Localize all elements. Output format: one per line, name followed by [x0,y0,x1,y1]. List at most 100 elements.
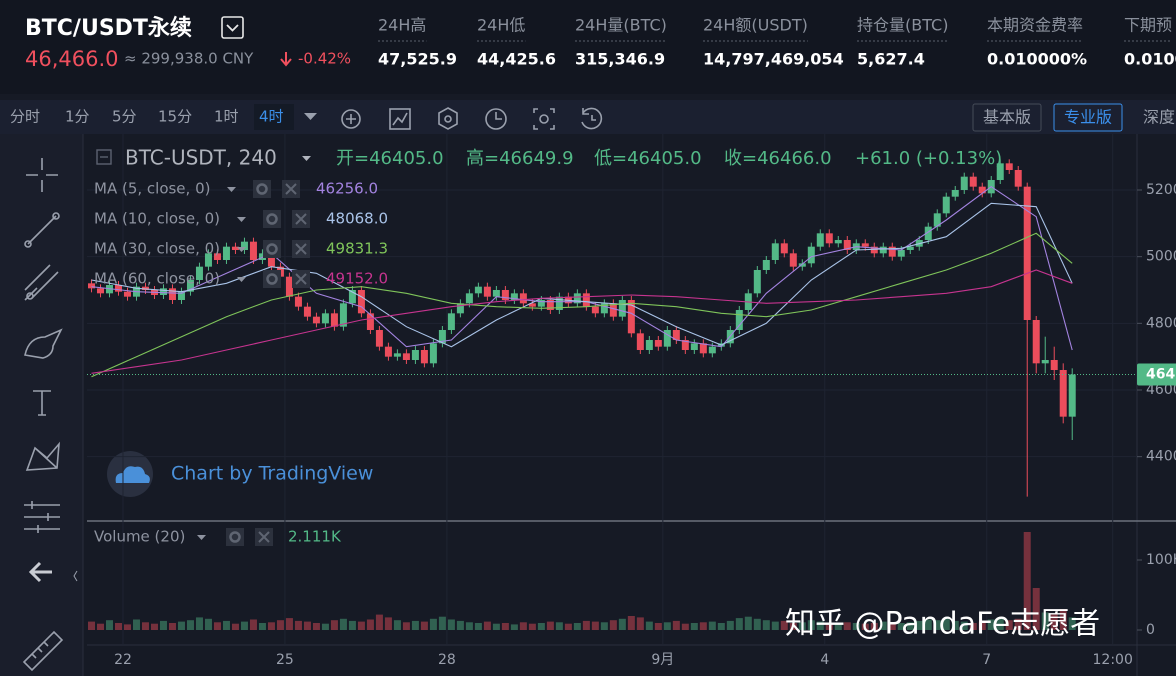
interval[interactable]: 1时 [214,108,239,126]
legend-gear[interactable] [229,531,241,543]
volume-bar [1014,618,1022,630]
legend-settings[interactable] [263,240,281,258]
volume-bar [933,620,941,630]
volume-bar [132,619,140,630]
candle-body [618,300,626,317]
volume-bar [519,622,527,630]
volume-bar [96,623,104,630]
candle-body [573,293,581,304]
ma-legend-value: 49831.3 [326,240,388,258]
candle-body [492,290,500,297]
candle-body [798,263,806,267]
volume-bar [618,618,626,630]
candle-body [636,333,644,350]
legend-settings[interactable] [253,180,271,198]
mode-button[interactable] [972,103,1042,132]
legend-close-x[interactable] [285,183,297,195]
legend-caret[interactable] [302,156,311,161]
volume-bar [213,622,221,630]
volume-bar [177,621,185,630]
candle-body [1032,320,1040,364]
mode[interactable]: 专业版 [1064,108,1112,127]
legend-caret[interactable] [237,277,246,282]
legend-ohlc: +61.0 (+0.13%) [855,148,1002,169]
volume-bar [681,623,689,630]
interval[interactable]: 1分 [65,108,90,126]
ma-legend-name: MA (60, close, 0) [94,270,220,288]
candle-body [699,343,707,354]
candle-body [321,313,329,324]
volume-bar [699,622,707,630]
volume-bar [996,617,1004,630]
legend-caret[interactable] [237,217,246,222]
mode-button[interactable] [1053,103,1123,132]
legend-ohlc: 开=46405.0 [336,148,444,169]
volume-bar [708,621,716,630]
volume-bar [429,618,437,630]
interval[interactable]: 5分 [112,108,137,126]
volume-bar [339,618,347,630]
candle-body [402,353,410,360]
stat-value: 0.0100 [1124,50,1176,69]
stat-label: 24H低 [477,16,525,35]
x-tick-label: 12:00 [1093,652,1133,668]
volume-bar [420,621,428,630]
candle-body [834,240,842,244]
volume-bar [258,623,266,630]
volume-bar [312,623,320,630]
legend-caret[interactable] [237,247,246,252]
volume-bar [474,623,482,630]
candle-body [96,288,104,294]
toolbar-icons[interactable] [304,107,603,130]
candle-body [906,246,914,250]
volume-bar [978,621,986,630]
ma-legend-value: 48068.0 [326,210,388,228]
volume-bar [528,623,536,630]
candle-body [258,253,266,260]
mode[interactable]: 基本版 [983,108,1031,127]
volume-bar [861,623,869,630]
legend-close-x[interactable] [295,273,307,285]
legend-settings[interactable] [263,270,281,288]
interval[interactable]: 15分 [158,108,192,126]
legend-caret[interactable] [227,187,236,192]
legend-close-x[interactable] [295,243,307,255]
stat-label: 24H高 [378,16,426,35]
header-bg [0,0,1176,94]
stat-value: 315,346.9 [575,50,665,69]
candle-body [546,300,554,310]
volume-bar [375,614,383,630]
candle-body [555,296,563,310]
volume-bar [906,622,914,630]
legend-gear[interactable] [266,273,278,285]
legend-close-x[interactable] [295,213,307,225]
candle-body [861,243,869,247]
candle-body [771,243,779,260]
mode[interactable]: 深度 [1143,108,1175,127]
candle-body [123,291,131,297]
legend-gear[interactable] [256,183,268,195]
candle-body [366,313,374,330]
legend-settings[interactable] [226,528,244,546]
legend-icons[interactable] [96,149,112,165]
candle-body [690,343,698,350]
volume-bar [924,619,932,630]
interval[interactable]: 4时 [259,108,284,126]
legend-gear[interactable] [266,243,278,255]
legend-caret[interactable] [197,535,206,540]
interval[interactable]: 分时 [10,108,40,126]
dropdown-box[interactable] [221,16,244,39]
y-tick-label: 48000 [1146,315,1176,331]
x-tick-label: 4 [820,652,829,668]
volume-bar [942,618,950,630]
volume-bar [411,620,419,630]
legend-close-x[interactable] [258,531,270,543]
last-price: 46,466.0 [25,47,119,71]
legend-gear[interactable] [266,213,278,225]
candle-body [780,243,788,254]
drawing-tools[interactable] [22,158,78,672]
volume-bar [987,619,995,630]
volume-bar [168,623,176,630]
legend-settings[interactable] [263,210,281,228]
